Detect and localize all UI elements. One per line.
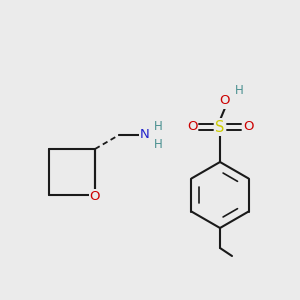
Text: N: N — [140, 128, 150, 142]
Text: O: O — [243, 121, 253, 134]
Text: O: O — [187, 121, 197, 134]
Text: O: O — [90, 190, 100, 203]
Text: O: O — [220, 94, 230, 107]
Text: H: H — [154, 119, 162, 133]
Text: S: S — [215, 119, 225, 134]
Text: H: H — [235, 83, 243, 97]
Text: H: H — [154, 137, 162, 151]
